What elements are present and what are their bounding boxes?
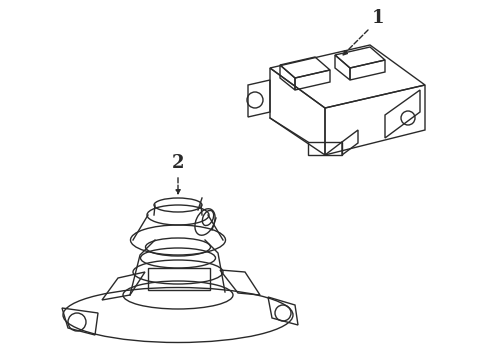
Text: 1: 1	[372, 9, 384, 27]
Text: 2: 2	[172, 154, 184, 172]
